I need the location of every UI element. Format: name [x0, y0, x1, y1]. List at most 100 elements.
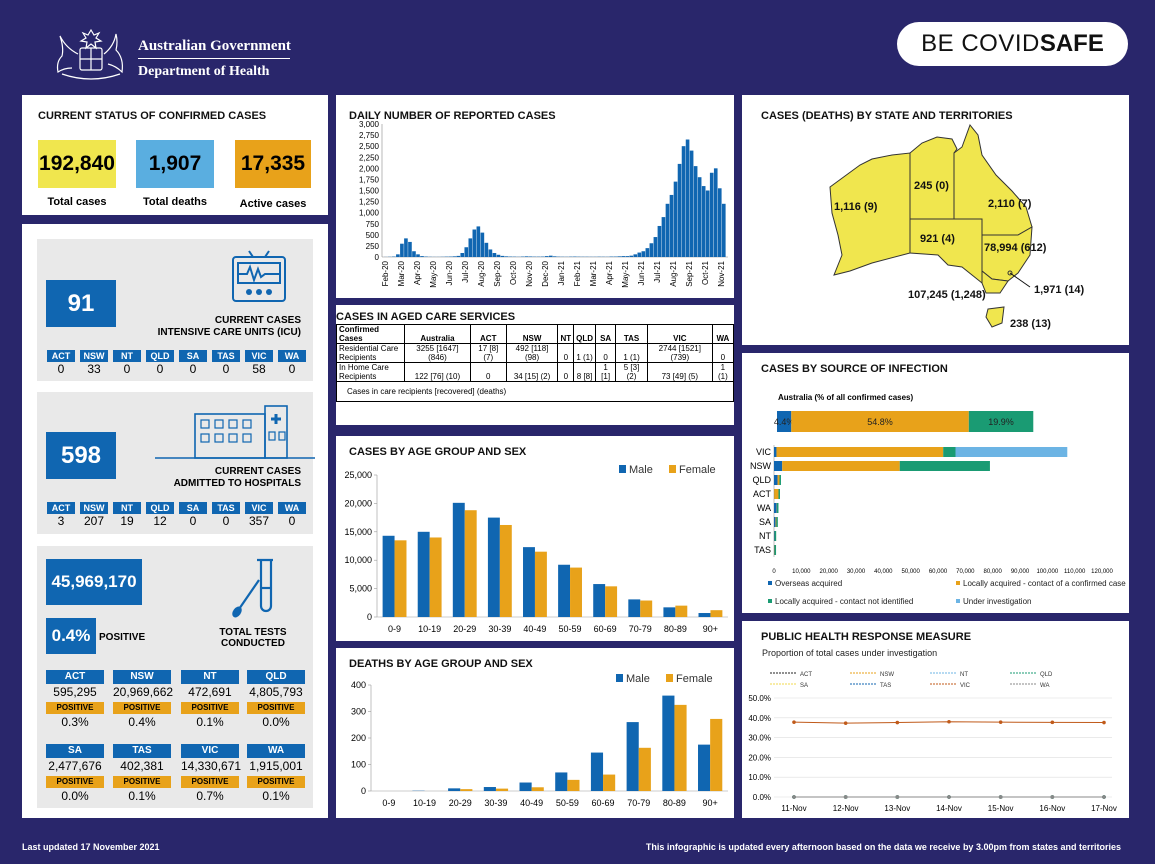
legend-swatch-male: [616, 674, 623, 682]
state-value: 12: [153, 514, 167, 528]
x-tick-label: 30-39: [484, 798, 507, 808]
source-bar-segment: [776, 503, 779, 513]
tests-state-cell: ACT 595,295 POSITIVE 0.3%: [46, 670, 104, 730]
map-region-wa: [829, 152, 911, 276]
state-code: NSW: [80, 502, 108, 514]
australia-segment: [968, 411, 1034, 432]
hospital-state-table: ACT 3 NSW 207 NT 19 QLD 12 SA 0 TAS 0 VIC 357 WA 0: [47, 502, 311, 528]
source-x-tick: 10,000: [792, 569, 811, 575]
state-value: 0: [288, 362, 296, 376]
icu-state-cell: TAS 0: [212, 350, 240, 376]
bar-female: [710, 718, 723, 791]
age-cases-title: CASES BY AGE GROUP AND SEX: [349, 446, 527, 458]
source-x-tick: 40,000: [874, 569, 893, 575]
x-tick-label: 80-89: [664, 624, 687, 634]
aged-header-cell: SA: [595, 324, 617, 344]
state-value: 357: [248, 514, 270, 528]
source-bar-segment: [774, 475, 778, 485]
source-bar-segment: [778, 489, 780, 499]
response-subtitle: Proportion of total cases under investig…: [762, 648, 938, 658]
aged-row-label: Residential Care Recipients: [336, 343, 405, 363]
covidsafe-prefix: BE COVID: [921, 30, 1040, 57]
daily-bar: [693, 166, 698, 257]
tests-count: 4,805,793: [249, 685, 303, 699]
bar-female: [710, 610, 723, 617]
daily-chart-panel: DAILY NUMBER OF REPORTED CASES 0 250 500 75…: [336, 95, 734, 298]
bar-female: [460, 789, 473, 791]
age-cases-panel: CASES BY AGE GROUP AND SEX 0 5,000 10,000 1…: [336, 436, 734, 641]
daily-bar: [464, 247, 469, 257]
source-bar-segment: [774, 531, 777, 541]
state-value: 0: [57, 362, 65, 376]
icu-state-cell: SA 0: [179, 350, 207, 376]
daily-bar: [637, 252, 642, 257]
icu-value: 91: [67, 289, 95, 317]
positive-tag: POSITIVE: [46, 776, 104, 788]
series-point: [843, 721, 848, 725]
bar-male: [663, 607, 676, 617]
source-state-label: TAS: [754, 545, 771, 555]
aged-cell: 122 [76] (10): [404, 362, 471, 382]
x-tick-label: 50-59: [559, 624, 582, 634]
aged-header-cell: VIC: [646, 324, 713, 344]
x-tick-label: 17-Nov: [1091, 804, 1117, 813]
aged-cell: 73 [49] (5): [646, 362, 713, 382]
daily-bar: [697, 177, 702, 257]
state-code: SA: [46, 744, 104, 758]
y-tick-label: 20,000: [344, 498, 372, 508]
daily-bar: [456, 255, 461, 257]
source-state-label: VIC: [756, 447, 772, 457]
positive-tag: POSITIVE: [113, 702, 171, 714]
australia-segment-label: 4.4%: [774, 417, 795, 427]
source-x-tick: 70,000: [956, 569, 975, 575]
x-tick-label: 70-79: [627, 798, 650, 808]
hospital-state-cell: SA 0: [179, 502, 207, 528]
bar-female: [495, 788, 509, 791]
map-label-tas: 238 (13): [1010, 318, 1051, 330]
x-tick-label: 16-Nov: [1039, 804, 1065, 813]
state-value: 0: [156, 362, 164, 376]
source-of-infection-chart: 4.4% 54.8% 19.9% VIC NSW QLD ACT WA SA NT TAS 0 10,0…: [750, 411, 1126, 606]
series-point: [1102, 795, 1106, 799]
daily-bar: [645, 248, 650, 257]
state-code: NSW: [80, 350, 108, 362]
y-tick-label: 100: [351, 760, 366, 770]
daily-bar: [653, 237, 658, 257]
state-code: VIC: [181, 744, 239, 758]
active-cases-value: 17,335: [240, 152, 306, 175]
state-code: QLD: [146, 502, 174, 514]
age-deaths-chart: 0 100 200 300 400 0-9 10-19 20-29 30-39 40-49 50-5…: [351, 673, 728, 808]
hospital-section: 598 CURRENT CASES ADMITTED TO HOSPITALS …: [37, 392, 315, 534]
source-x-tick: 60,000: [929, 569, 948, 575]
source-panel: CASES BY SOURCE OF INFECTION Australia (…: [742, 353, 1129, 613]
daily-bar: [641, 251, 646, 257]
aged-header-cell: Confirmed Cases: [336, 324, 405, 344]
daily-bar: [504, 256, 509, 257]
hospital-state-cell: NT 19: [113, 502, 141, 528]
aged-header-cell: WA: [711, 324, 735, 344]
aged-cell: 0: [469, 362, 507, 382]
bar-female: [638, 747, 651, 791]
x-tick-label: Jul-20: [461, 260, 470, 282]
daily-bar: [625, 256, 630, 257]
state-value: 0: [189, 362, 197, 376]
aged-cell: 1 (1): [615, 343, 648, 363]
aged-cell: 17 [8] (7): [469, 343, 507, 363]
source-x-tick: 20,000: [819, 569, 838, 575]
daily-bar: [621, 256, 626, 257]
map-region-nsw: [981, 226, 1033, 282]
aged-cell: 3255 [1647] (846): [404, 343, 471, 363]
tests-count: 402,381: [120, 759, 164, 773]
source-bar-segment: [774, 545, 777, 555]
response-measure-chart: 0.0% 10.0% 20.0% 30.0% 40.0% 50.0% 11-Nov 12-No…: [748, 672, 1117, 813]
daily-bar: [552, 256, 557, 257]
source-x-tick: 50,000: [901, 569, 920, 575]
source-state-label: WA: [757, 503, 771, 513]
y-tick-label: 300: [351, 707, 366, 717]
state-code: WA: [278, 502, 306, 514]
tests-label-2: CONDUCTED: [221, 638, 285, 649]
hospital-building-icon: [155, 405, 315, 459]
australia-segment-label: 19.9%: [988, 417, 1014, 427]
source-legend-label: Locally acquired - contact not identifie…: [775, 597, 913, 606]
y-tick-label: 2,750: [359, 131, 380, 140]
